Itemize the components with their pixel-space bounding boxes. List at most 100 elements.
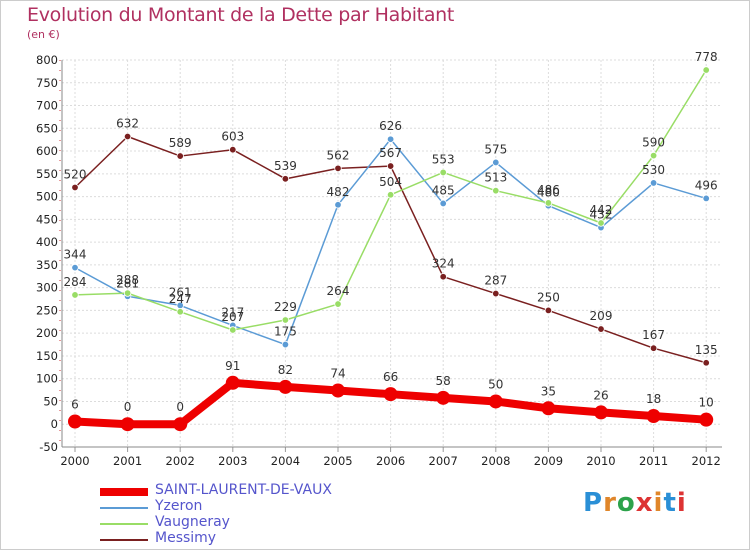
y-tick-label: 750 [36,76,58,90]
data-label: 324 [432,257,455,271]
data-point [331,383,345,398]
data-label: 217 [221,305,244,319]
data-point [439,273,447,281]
logo-letter: i [676,488,687,518]
x-tick-label: 2005 [323,454,352,468]
data-point [649,179,658,187]
data-point [386,191,395,199]
data-label: 603 [221,130,244,144]
logo-letter: r [603,488,617,518]
data-label: 6 [71,398,79,412]
logo-letter: o [616,488,636,518]
data-point [281,316,290,324]
legend-swatch [100,539,148,541]
x-tick-label: 2012 [692,454,721,468]
data-point [492,158,500,167]
data-label: 10 [699,396,714,410]
y-tick-label: 150 [36,349,58,363]
data-label: 66 [383,370,398,384]
data-label: 135 [695,343,718,357]
data-label: 496 [695,178,718,192]
data-point [334,300,342,308]
data-label: 562 [327,148,350,162]
data-point [383,387,398,402]
data-label: 575 [484,142,507,156]
data-label: 175 [274,325,297,339]
y-tick-label: 700 [36,99,58,113]
x-tick-label: 2011 [639,454,668,468]
data-point [439,199,447,208]
data-label: 567 [379,146,402,160]
data-point [541,401,556,416]
data-label: 58 [436,374,451,388]
data-label: 539 [274,159,297,173]
data-label: 0 [124,400,132,414]
data-label: 250 [537,290,560,304]
data-point [123,289,132,297]
data-point [278,379,293,394]
plot-area [62,60,722,447]
data-point [71,291,79,299]
data-label: 590 [642,136,665,150]
data-point [492,289,500,298]
x-tick-label: 2003 [218,454,247,468]
x-tick-label: 2009 [534,454,563,468]
data-point [702,194,710,203]
x-tick-label: 2007 [429,454,458,468]
x-tick-label: 2001 [113,454,142,468]
logo-letter: x [635,488,654,518]
x-tick-label: 2002 [166,454,195,468]
data-label: 520 [64,167,87,181]
data-label: 207 [221,310,244,324]
y-tick-label: 200 [36,326,58,340]
data-label: 35 [541,384,556,398]
data-point [594,405,608,420]
logo-letter: t [663,488,677,518]
data-label: 530 [642,163,665,177]
y-tick-label: 400 [36,235,58,249]
data-point [71,183,79,192]
y-tick-label: 350 [36,258,58,272]
data-label: 344 [64,248,87,262]
data-label: 442 [590,203,613,217]
data-point [176,152,184,160]
data-point [173,417,188,432]
y-tick-label: 450 [36,212,58,226]
legend-label: Messimy [155,530,217,546]
data-label: 553 [432,152,455,166]
data-label: 247 [169,292,192,306]
y-tick-label: -50 [39,440,58,454]
data-label: 167 [642,328,665,342]
y-tick-label: 650 [36,121,58,135]
data-point [386,162,395,170]
y-tick-label: 0 [51,417,58,431]
data-point [123,132,132,141]
data-point [597,325,605,333]
data-point [646,409,661,424]
data-label: 284 [64,275,87,289]
y-tick-label: 100 [36,372,58,386]
data-label: 74 [330,367,345,381]
data-point [334,201,342,209]
data-label: 26 [593,388,608,402]
chart-title: Evolution du Montant de la Dette par Hab… [27,4,455,26]
data-point [225,375,240,390]
data-point [649,151,658,160]
legend-label: SAINT-LAURENT-DE-VAUX [155,482,332,498]
data-label: 482 [327,185,350,199]
data-point [544,199,553,207]
data-point [439,168,447,177]
data-label: 82 [278,363,293,377]
legend-swatch [100,523,148,525]
proxiti-logo: Proxiti [583,488,687,518]
data-point [71,263,79,272]
data-label: 288 [116,273,139,287]
data-point [281,340,290,349]
data-point [120,417,135,432]
logo-letter: P [583,488,604,518]
data-point [386,135,395,143]
data-label: 626 [379,119,402,133]
data-point [597,219,605,227]
x-tick-label: 2010 [586,454,615,468]
data-label: 264 [327,284,350,298]
